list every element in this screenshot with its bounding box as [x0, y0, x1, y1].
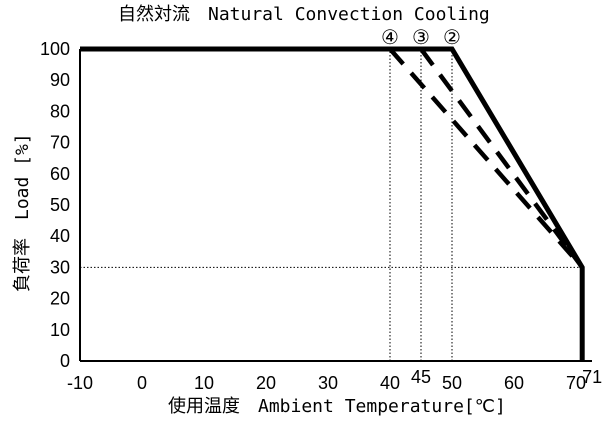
x-tick-label: 40	[380, 373, 400, 393]
y-tick-labels: 0 10 20 30 40 50 60 70 80 90 100	[40, 39, 70, 371]
x-tick-label: 60	[504, 373, 524, 393]
curve-labels: ②③④	[381, 25, 461, 49]
x-tick-label: -10	[67, 373, 93, 393]
y-axis-label: 負荷率 Load [%]	[12, 133, 33, 292]
x-tick-label: 20	[256, 373, 276, 393]
y-tick-label: 30	[50, 257, 70, 277]
curve-label-2: ③	[412, 25, 430, 49]
y-tick-label: 40	[50, 226, 70, 246]
x-tick-label-extra: 71	[582, 367, 602, 387]
x-tick-labels: -10 0 10 20 30 40 50 60 70 45 71	[67, 367, 602, 393]
y-tick-label: 50	[50, 195, 70, 215]
x-tick-label: 0	[137, 373, 147, 393]
reference-lines	[80, 49, 583, 361]
x-tick-label: 10	[194, 373, 214, 393]
y-tick-label: 20	[50, 289, 70, 309]
y-tick-label: 80	[50, 101, 70, 121]
y-tick-label: 100	[40, 39, 70, 59]
series-line-1	[80, 46, 585, 361]
x-tick-label: 70	[566, 373, 586, 393]
x-tick-label-extra: 45	[411, 367, 431, 387]
curve-label-1: ②	[443, 25, 461, 49]
plot-area: ②③④	[79, 25, 592, 362]
series-line-3	[388, 47, 584, 269]
y-tick-label: 0	[60, 351, 70, 371]
y-tick-label: 90	[50, 70, 70, 90]
y-tick-label: 60	[50, 164, 70, 184]
y-tick-label: 10	[50, 320, 70, 340]
series-line-2	[419, 47, 585, 269]
x-tick-label: 50	[442, 373, 462, 393]
curve-label-3: ④	[381, 25, 399, 49]
x-axis-label: 使用温度 Ambient Temperature[℃]	[168, 396, 506, 417]
series-lines	[80, 46, 585, 361]
chart-title: 自然対流 Natural Convection Cooling	[118, 4, 490, 25]
y-tick-label: 70	[50, 133, 70, 153]
x-tick-label: 30	[318, 373, 338, 393]
